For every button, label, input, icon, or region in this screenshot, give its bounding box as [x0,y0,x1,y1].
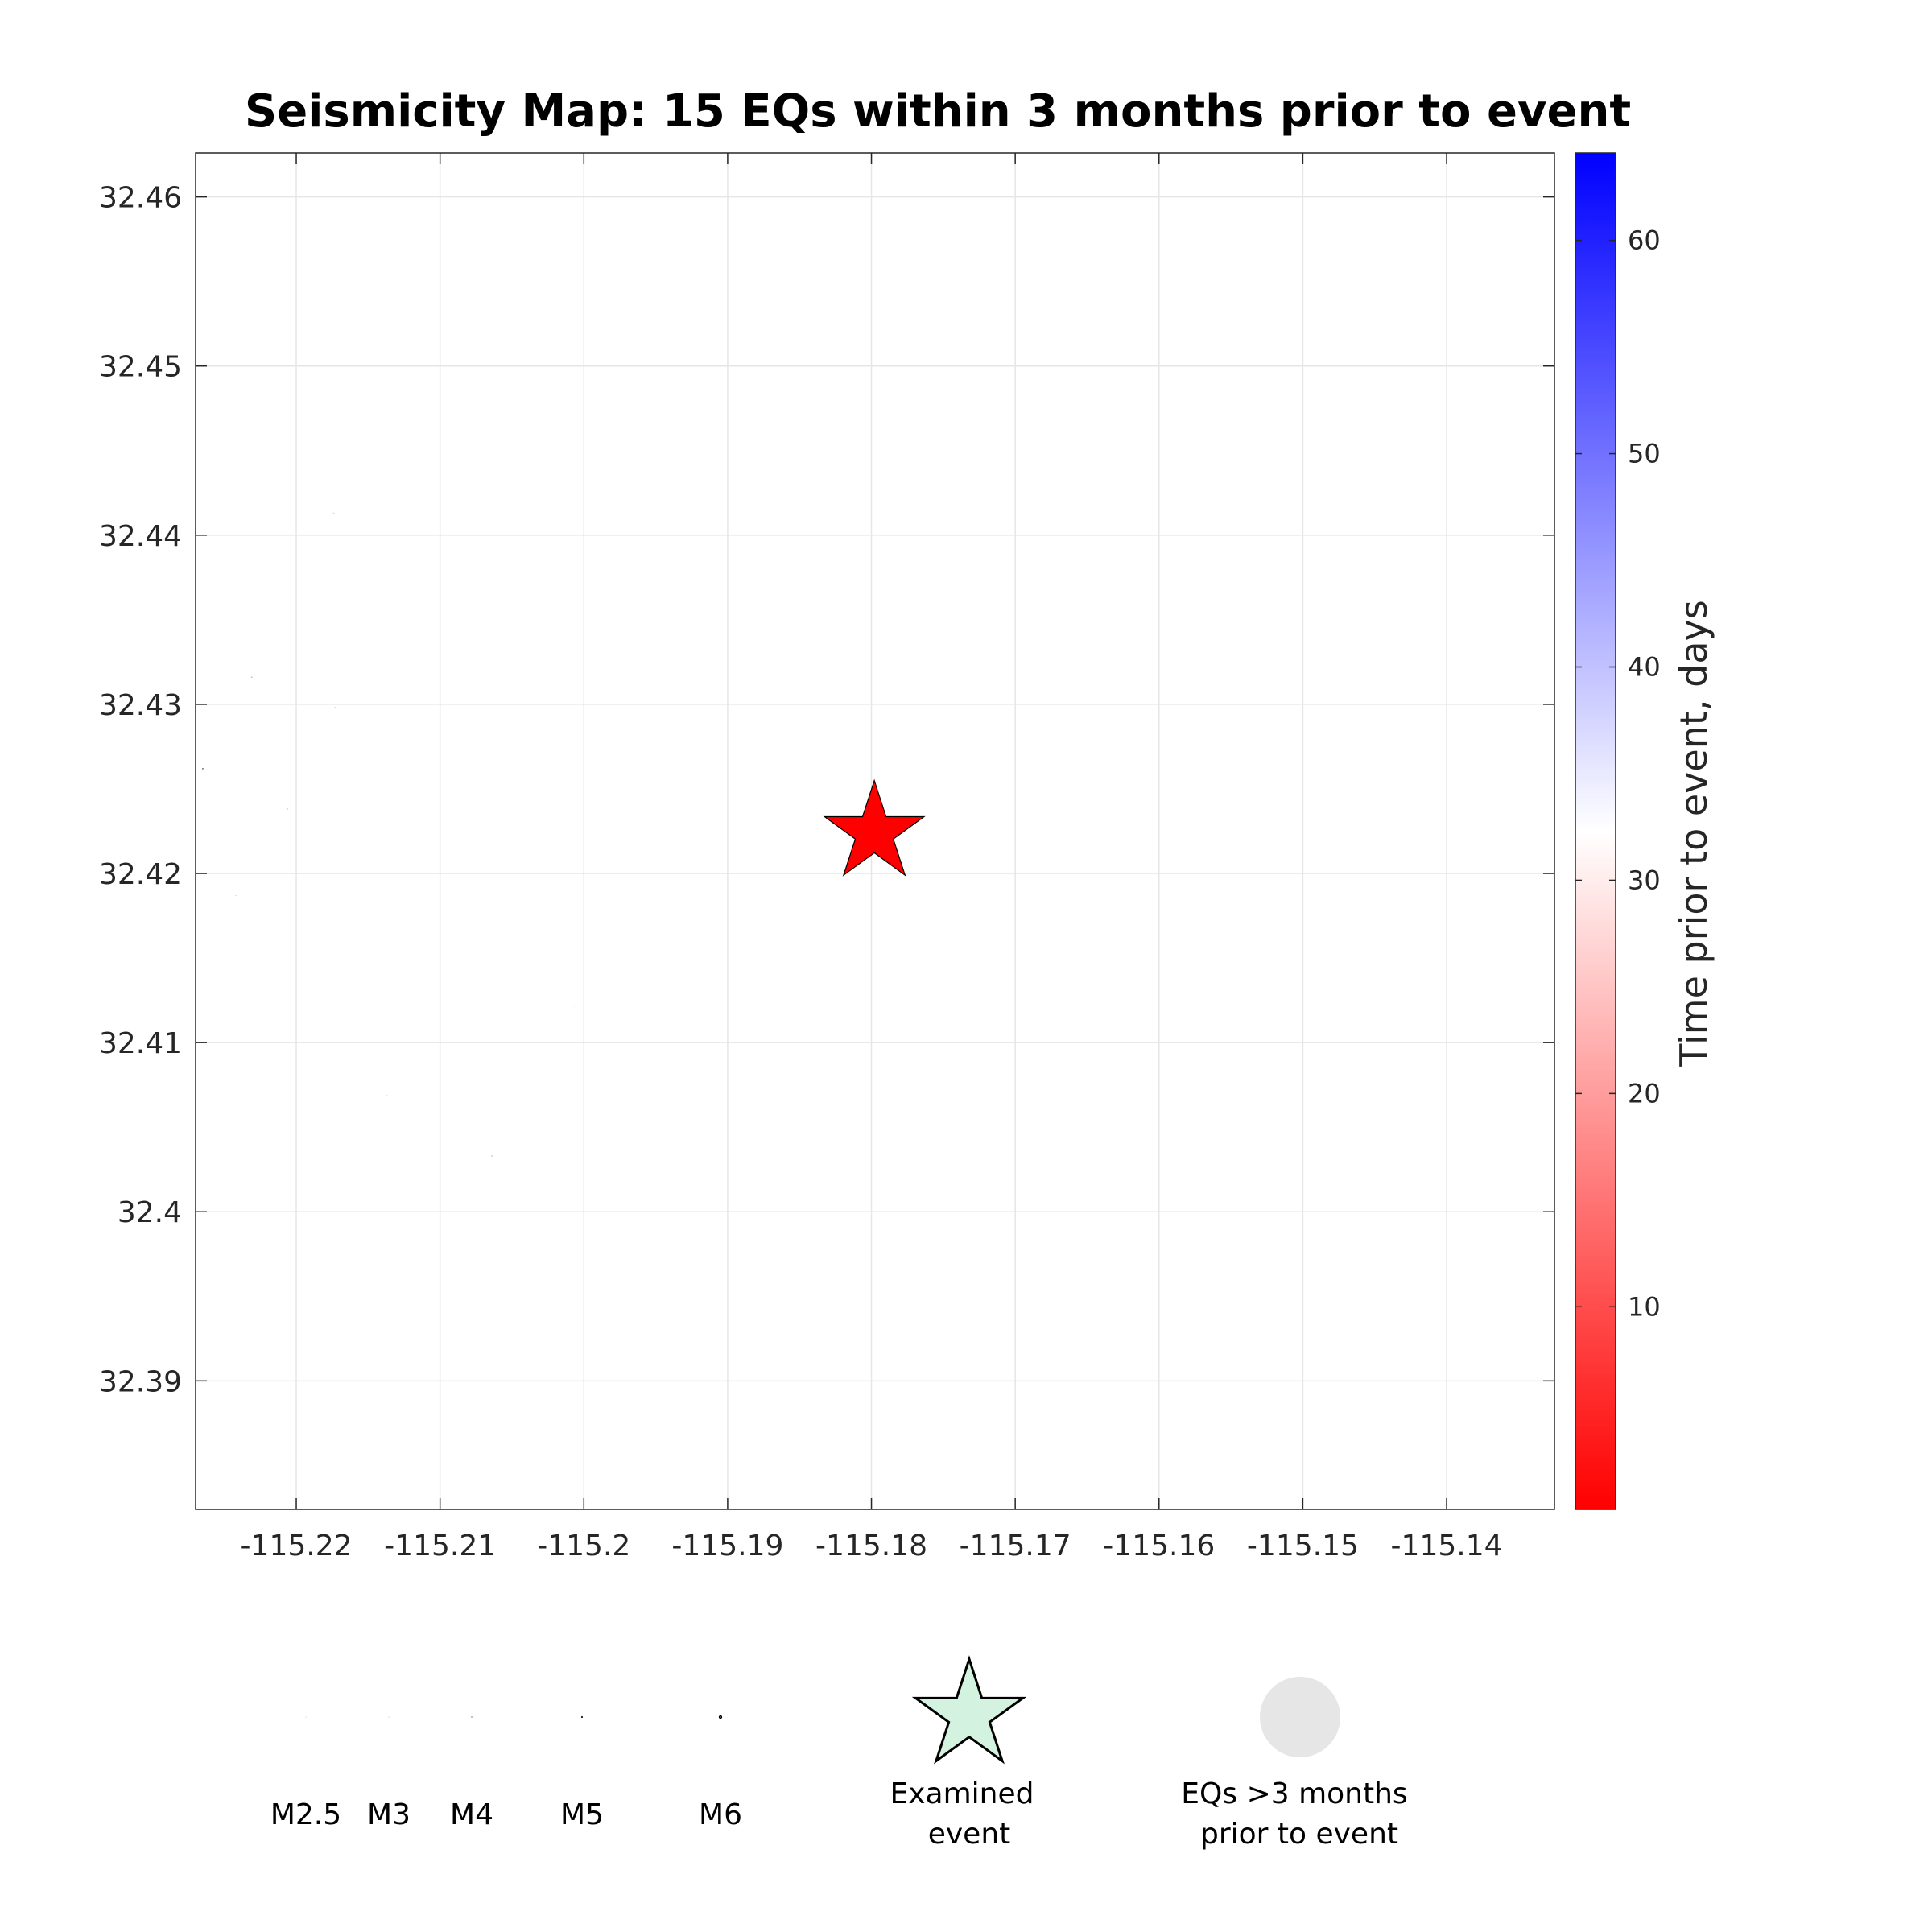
colorbar-tick-label: 10 [1628,1291,1661,1322]
y-tick-label: 32.39 [99,1365,182,1398]
colorbar-label: Time prior to event, days [1672,600,1715,1067]
colorbar-tick-label: 20 [1628,1078,1661,1108]
colorbar-tick-label: 30 [1628,865,1661,895]
legend-mag-label: M4 [450,1798,493,1831]
x-tick-label: -115.21 [384,1530,496,1563]
colorbar-tick-label: 40 [1628,651,1661,682]
x-tick-label: -115.2 [537,1530,630,1563]
colorbar [1575,152,1616,1510]
examined-event-star [823,778,926,877]
colorbar-tick-label: 50 [1628,439,1661,469]
x-tick-label: -115.15 [1247,1530,1359,1563]
axis-ticks [196,153,1554,1509]
old-eq-points [249,766,853,1237]
legend-old-eq-label: prior to event [1200,1818,1398,1851]
chart-title: Seismicity Map: 15 EQs within 3 months p… [245,85,1631,138]
legend-examined-label: event [928,1818,1011,1851]
x-tick-label: -115.18 [815,1530,927,1563]
y-tick-labels: 32.39 32.4 32.41 32.42 32.43 32.44 32.45 32.46 [99,182,182,1399]
legend-mag-circle [580,1715,584,1719]
legend: M2.5 M3 M4 M5 M6 Examined event EQs >3 months pr… [270,1655,1408,1851]
eq-points [202,512,852,1194]
colorbar-ticks: 10 20 30 40 50 60 [1575,225,1661,1322]
legend-old-eq-icon [1260,1677,1340,1757]
y-tick-label: 32.45 [99,351,182,384]
legend-mag-label: M3 [367,1798,411,1831]
legend-examined-label: Examined [890,1777,1034,1810]
y-tick-label: 32.44 [99,520,182,553]
x-tick-label: -115.19 [671,1530,783,1563]
y-tick-label: 32.43 [99,689,182,722]
legend-star-icon [911,1655,1027,1765]
x-tick-label: -115.22 [241,1530,353,1563]
legend-mag-label: M5 [560,1798,604,1831]
x-tick-labels: -115.22 -115.21 -115.2 -115.19 -115.18 -115.1… [241,1530,1503,1563]
legend-mag-label: M2.5 [270,1798,341,1831]
y-tick-label: 32.41 [99,1027,182,1060]
legend-mag-circle [718,1715,723,1719]
legend-mag-label: M6 [699,1798,742,1831]
plot-frame [195,152,1555,1510]
x-tick-label: -115.14 [1391,1530,1503,1563]
x-tick-label: -115.17 [960,1530,1071,1563]
examined-event-layer [823,778,926,877]
y-tick-label: 32.42 [99,858,182,891]
y-tick-label: 32.4 [118,1196,182,1229]
grid [196,153,1554,1509]
legend-old-eq-label: EQs >3 months [1181,1777,1407,1810]
colorbar-tick-label: 60 [1628,225,1661,256]
y-tick-label: 32.46 [99,182,182,215]
x-tick-label: -115.16 [1103,1530,1215,1563]
